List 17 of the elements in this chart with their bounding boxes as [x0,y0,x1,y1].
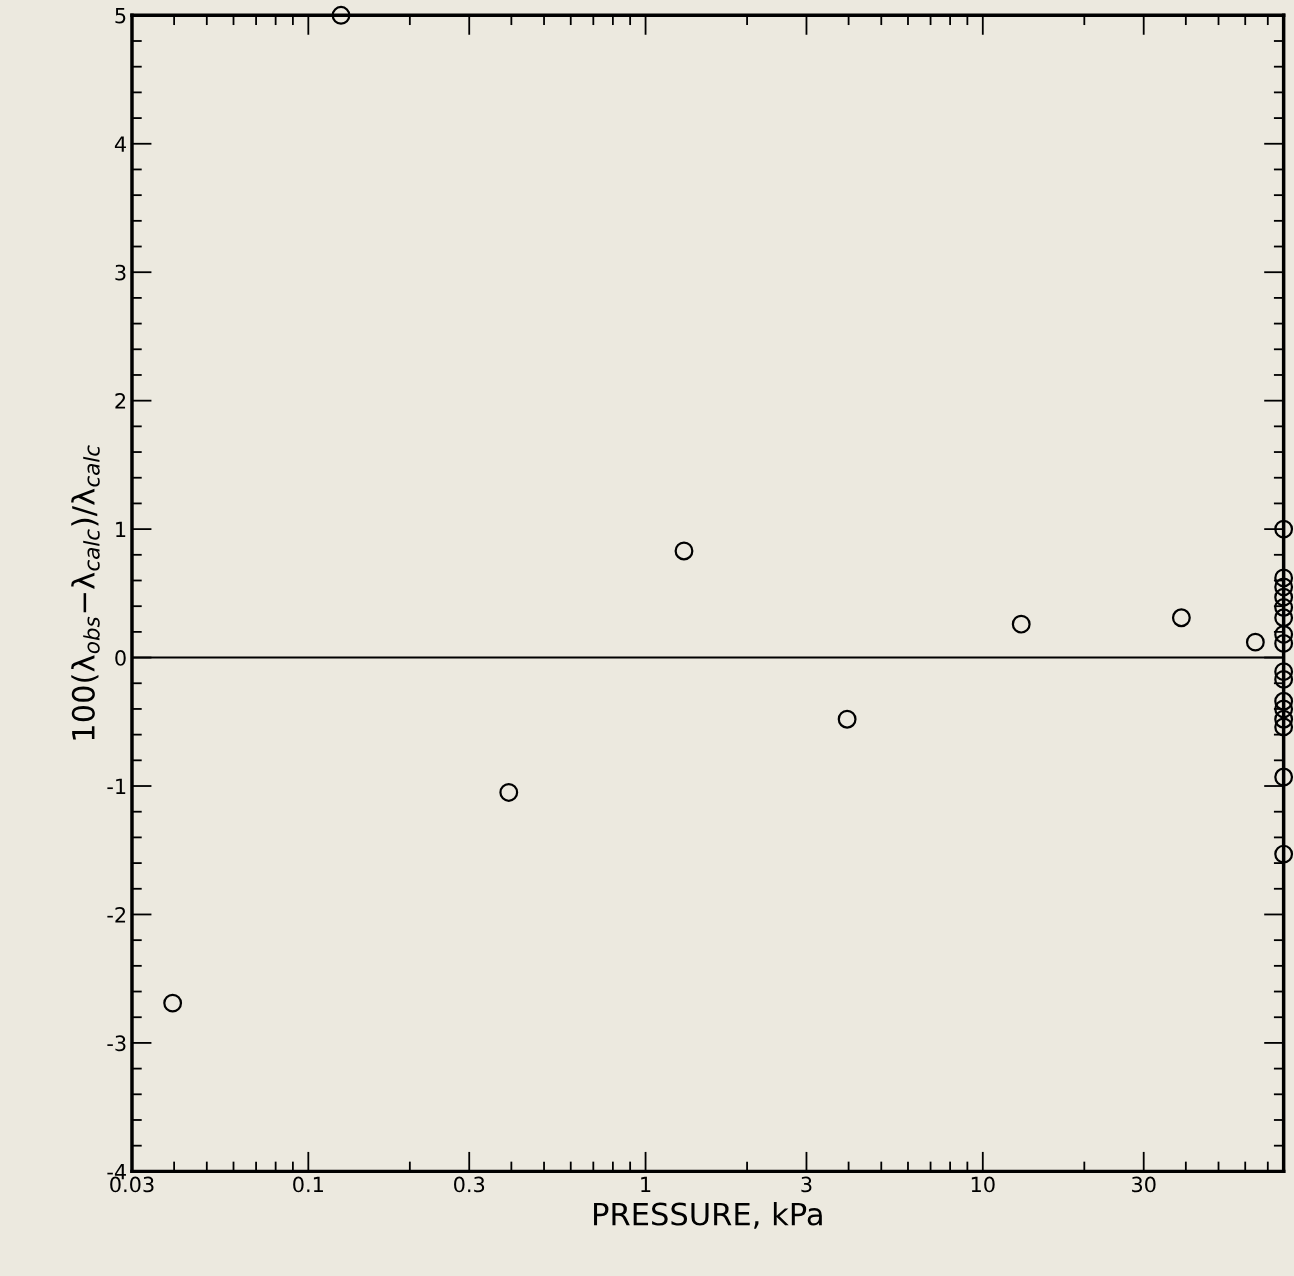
x-tick-label: 1 [641,1176,651,1193]
y-tick-label: -3 [107,1035,126,1052]
x-tick-label: 0.1 [293,1176,323,1193]
y-tick-label: 3 [115,264,126,281]
x-tick-label: 3 [801,1176,812,1193]
y-tick-label: 4 [114,136,126,152]
x-tick-label: 30 [1132,1176,1156,1193]
y-tick-label: -1 [107,778,126,794]
x-axis-title: PRESSURE, kPa [594,1201,822,1229]
y-axis-title: 100(λ$_{obs}$−λ$_{calc}$)/λ$_{calc}$ [71,445,100,740]
y-tick-label: 1 [116,521,126,538]
x-tick-label: 10 [971,1176,995,1193]
y-tick-label: -2 [107,906,126,923]
y-tick-label: 0 [115,650,126,666]
y-tick-label: 2 [115,393,126,409]
x-tick-label: 0.3 [454,1176,485,1193]
y-tick-label: 5 [115,8,126,24]
